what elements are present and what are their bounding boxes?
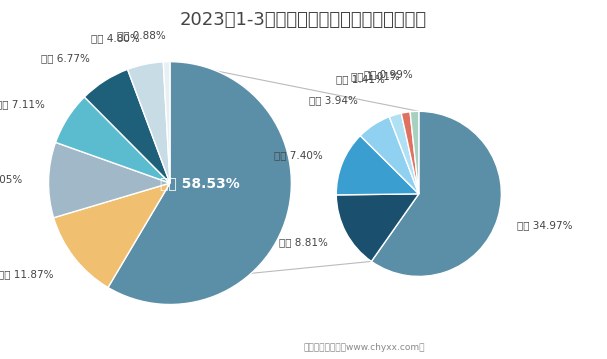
- Text: 山东 34.97%: 山东 34.97%: [517, 220, 573, 230]
- Wedge shape: [389, 113, 419, 194]
- Wedge shape: [56, 97, 170, 183]
- Text: 制图：智研咨询（www.chyxx.com）: 制图：智研咨询（www.chyxx.com）: [304, 343, 425, 352]
- Text: 福建 1.41%: 福建 1.41%: [336, 74, 385, 84]
- Wedge shape: [84, 69, 170, 183]
- Wedge shape: [336, 136, 419, 195]
- Text: 上海 3.94%: 上海 3.94%: [309, 95, 358, 106]
- Text: 安徽 1.01%: 安徽 1.01%: [351, 71, 399, 81]
- Text: 江苏 7.40%: 江苏 7.40%: [274, 150, 323, 160]
- Text: 华中 4.80%: 华中 4.80%: [91, 33, 140, 43]
- Text: 西南 0.88%: 西南 0.88%: [117, 30, 166, 40]
- Text: 2023年1-3月中国石油焦产量大区占比统计图: 2023年1-3月中国石油焦产量大区占比统计图: [180, 11, 427, 29]
- Wedge shape: [336, 194, 419, 261]
- Wedge shape: [360, 117, 419, 194]
- Wedge shape: [49, 143, 170, 218]
- Text: 华北 6.77%: 华北 6.77%: [41, 53, 90, 63]
- Text: 华南 11.87%: 华南 11.87%: [0, 269, 53, 279]
- Wedge shape: [127, 62, 170, 183]
- Text: 浙江 8.81%: 浙江 8.81%: [279, 237, 328, 247]
- Text: 东北 10.05%: 东北 10.05%: [0, 174, 22, 184]
- Text: 江西 0.99%: 江西 0.99%: [364, 69, 413, 79]
- Wedge shape: [410, 111, 419, 194]
- Wedge shape: [108, 62, 291, 304]
- Wedge shape: [163, 62, 170, 183]
- Text: 西北 7.11%: 西北 7.11%: [0, 99, 45, 109]
- Wedge shape: [371, 111, 501, 276]
- Wedge shape: [53, 183, 170, 288]
- Wedge shape: [401, 112, 419, 194]
- Text: 华东 58.53%: 华东 58.53%: [160, 176, 240, 190]
